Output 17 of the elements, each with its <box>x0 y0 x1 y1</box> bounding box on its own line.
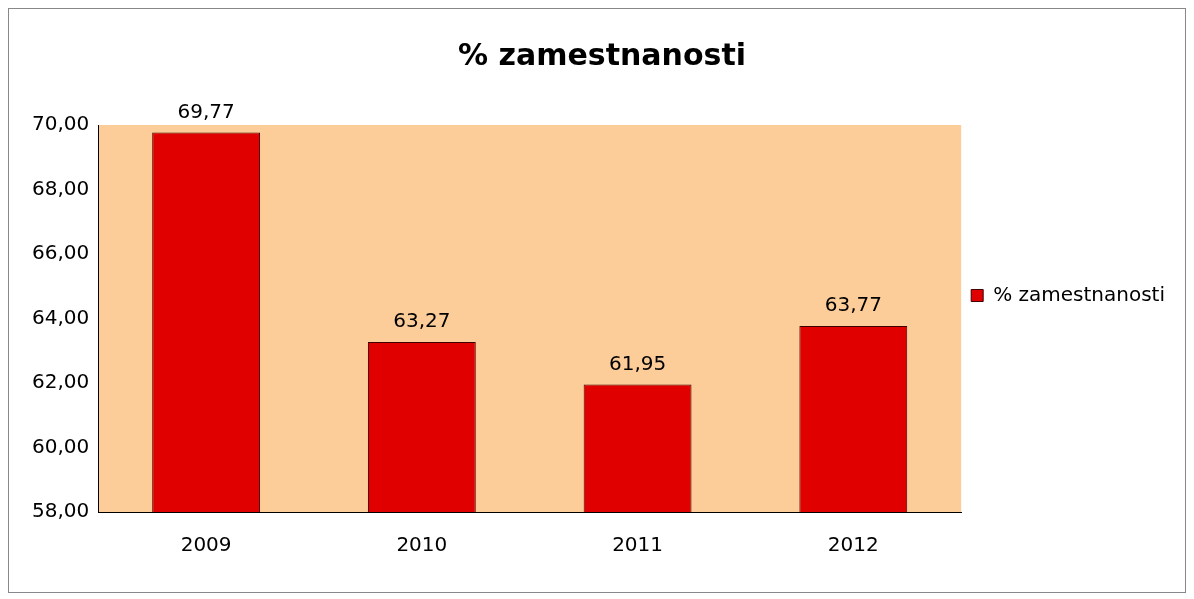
legend-label: % zamestnanosti <box>993 281 1165 306</box>
y-tick-label: 58,00 <box>31 498 90 523</box>
y-tick-label: 68,00 <box>31 175 90 200</box>
y-tick-label: 60,00 <box>31 433 90 458</box>
x-tick-label: 2011 <box>612 532 664 557</box>
y-tick-label: 70,00 <box>31 111 90 136</box>
chart-title: % zamestnanosti <box>457 36 747 72</box>
y-tick-label: 64,00 <box>31 304 90 329</box>
data-label: 61,95 <box>608 350 667 375</box>
x-tick-label: 2012 <box>827 532 879 557</box>
y-tick-label: 66,00 <box>31 240 90 265</box>
data-label: 69,77 <box>177 98 235 123</box>
data-label: 63,77 <box>824 292 882 317</box>
data-label: 63,27 <box>393 308 451 333</box>
x-tick-label: 2010 <box>396 532 448 557</box>
y-tick-label: 62,00 <box>31 369 90 394</box>
x-tick-label: 2009 <box>180 532 232 557</box>
